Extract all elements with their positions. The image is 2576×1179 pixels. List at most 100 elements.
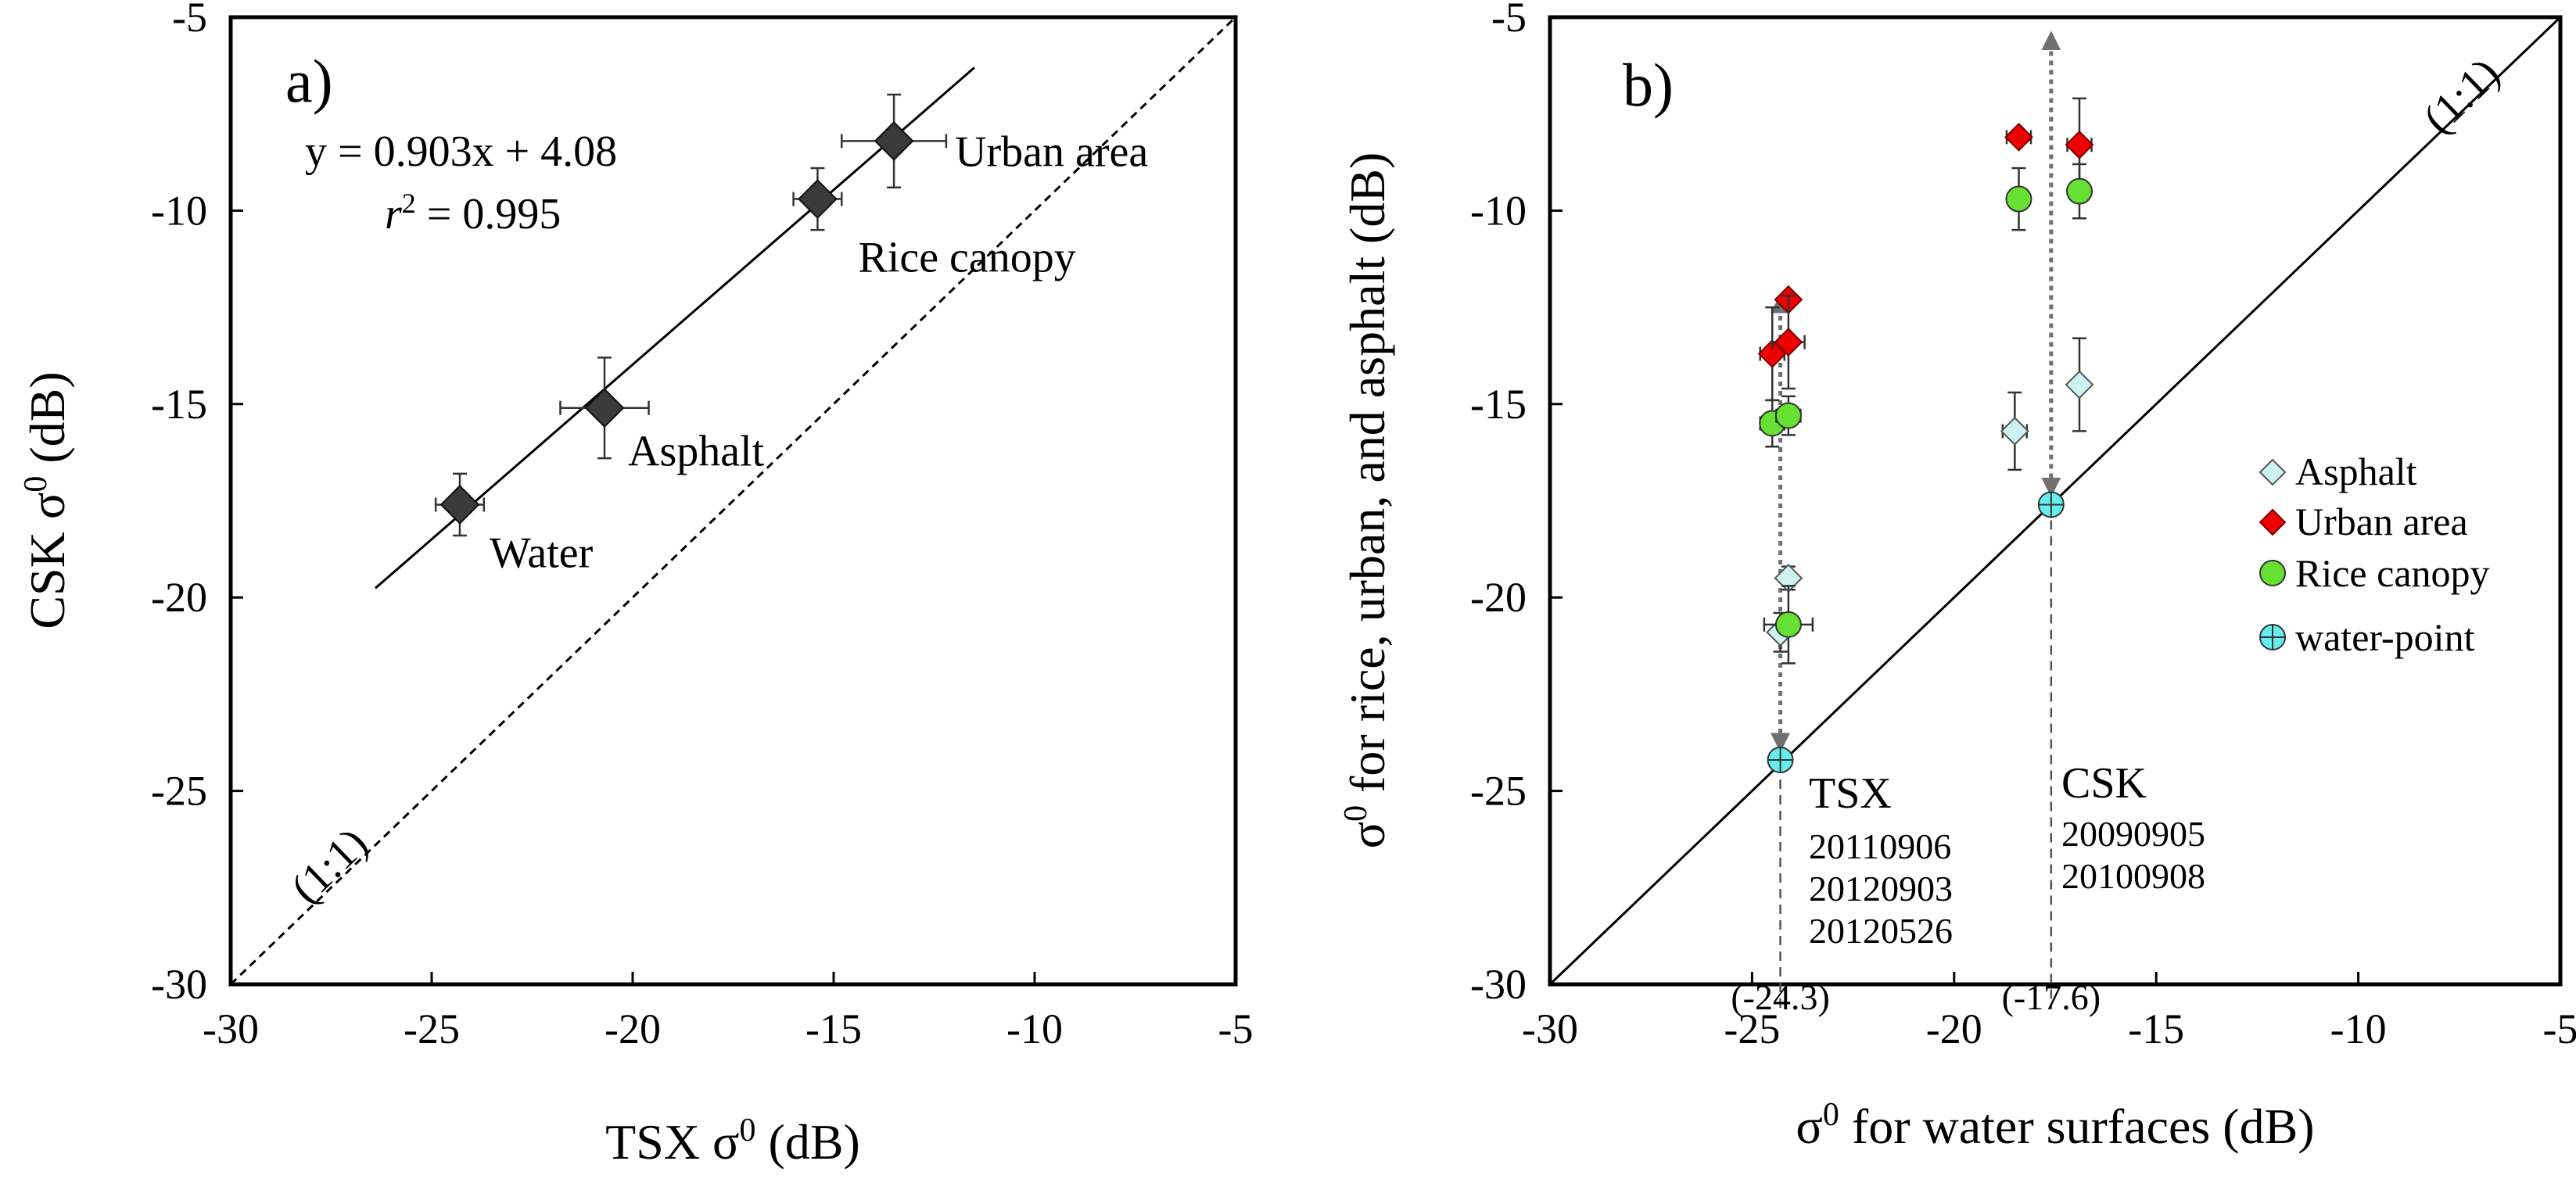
panel-b-rice-canopy-marker (1774, 611, 1802, 638)
panel-b-y-tick-label: -10 (1470, 187, 1527, 234)
tsx-note-date-1: 20110906 (1809, 826, 1951, 866)
panel-b-x-axis-label-sup: 0 (1823, 1097, 1839, 1133)
panel-b-x-tick-label: -20 (1926, 1005, 1982, 1052)
tsx-note-sensor: TSX (1809, 769, 1892, 818)
legend-item-water-point: water-point (2259, 615, 2475, 659)
panel-b-rice-canopy-marker (2005, 185, 2032, 213)
legend-item-asphalt: Asphalt (2258, 450, 2417, 493)
panel-a-x-tick-label: -5 (1218, 1005, 1254, 1052)
panel-a-x-ticks: -30 -25 -20 -15 -10 -5 (203, 972, 1253, 1052)
panel-b-x-tick-label: -30 (1522, 1005, 1578, 1052)
panel-b-y-tick-label: -30 (1470, 961, 1527, 1008)
csk-note-date-2: 20100908 (2061, 856, 2205, 896)
panel-a-label: a) (285, 47, 333, 115)
csk-note-sensor: CSK (2061, 759, 2147, 808)
panel-a-plot-frame (228, 15, 1238, 987)
panel-a-y-axis-label-sup: 0 (18, 476, 54, 493)
panel-a-x-tick-label: -10 (1006, 1005, 1063, 1052)
panel-b-urban-area-marker (1774, 328, 1803, 357)
panel-a-y-tick-label: -5 (172, 0, 207, 41)
legend-urban-marker (2258, 508, 2287, 536)
panel-b-y-axis-label: σ0 for rice, urban, and asphalt (dB) (1338, 152, 1395, 849)
panel-b-x-tick-label: -5 (2543, 1005, 2576, 1052)
panel-b-urban-area-marker (2004, 122, 2033, 152)
panel-b-vline-label: (-17.6) (2002, 977, 2101, 1017)
legend-asphalt-marker (2258, 458, 2287, 486)
panel-b-urban-area-marker (2065, 130, 2094, 159)
panel-b-x-axis-label-unit: for water surfaces (dB) (1839, 1098, 2315, 1154)
panel-b-x-tick-label: -15 (2128, 1005, 2184, 1052)
legend-item-rice-canopy: Rice canopy (2259, 551, 2490, 595)
panel-b-rice-canopy-marker (2066, 177, 2093, 205)
panel-a-x-tick-label: -30 (203, 1005, 259, 1052)
panel-a-r2-sup: 2 (402, 188, 416, 219)
panel-a-x-tick-label: -25 (404, 1005, 460, 1052)
panel-a-point-label-water: Water (490, 529, 594, 577)
panel-b-y-tick-label: -25 (1470, 768, 1527, 815)
panel-b-x-tick-label: -25 (1724, 1005, 1780, 1052)
legend-rice-label: Rice canopy (2295, 551, 2490, 595)
tsx-note-date-2: 20120903 (1809, 869, 1953, 908)
panel-a-x-axis-label-sup: 0 (740, 1113, 756, 1149)
panel-a-equation: y = 0.903x + 4.08 (305, 127, 617, 176)
panel-a-one-to-one-line (229, 16, 1237, 986)
panel-a-x-axis-label-main: TSX σ (605, 1114, 739, 1170)
legend-rice-marker (2259, 560, 2286, 586)
panel-a-point-label-asphalt: Asphalt (628, 428, 765, 476)
panel-a-r2-var: r (385, 190, 402, 238)
panel-b-csk-note: CSK 20090905 20100908 (2061, 759, 2205, 896)
panel-b-x-axis-label: σ0 for water surfaces (dB) (1796, 1097, 2314, 1154)
legend-water-label: water-point (2295, 615, 2475, 659)
panel-a-y-tick-label: -30 (151, 961, 207, 1008)
panel-b-y-tick-label: -20 (1470, 574, 1527, 621)
legend-urban-label: Urban area (2295, 500, 2468, 543)
panel-b-data-points (1757, 97, 2094, 774)
panel-b-urban-area-marker (1757, 339, 1787, 368)
panel-b-x-tick-label: -10 (2330, 1005, 2387, 1052)
panel-a-r2: r2 = 0.995 (385, 188, 561, 238)
panel-a-x-axis-label-unit: (dB) (756, 1114, 860, 1170)
panel-a: -30 -25 -20 -15 -10 -5 -30 -25 -20 -15 -10 -5 (1:1… (18, 0, 1253, 1170)
panel-a-y-tick-label: -25 (151, 768, 207, 815)
panel-a-y-axis-label: CSK σ0 (dB) (18, 371, 75, 629)
panel-a-point-urban-area (874, 120, 914, 161)
csk-note-date-1: 20090905 (2061, 814, 2205, 854)
panel-a-r2-value: = 0.995 (416, 190, 561, 238)
panel-b-vline-label: (-24.3) (1731, 977, 1829, 1017)
panel-b: -30 -25 -20 -15 -10 -5 -30 -25 -20 -15 -10 -5 (1:1… (1338, 0, 2576, 1154)
panel-b-plot-frame (1548, 15, 2563, 987)
panel-b-tsx-note: TSX 20110906 20120903 20120526 (1809, 769, 1953, 951)
panel-b-y-ticks: -30 -25 -20 -15 -10 -5 (1470, 0, 1562, 1008)
tsx-note-date-3: 20120526 (1809, 911, 1953, 951)
panel-a-y-tick-label: -10 (151, 187, 207, 234)
panel-a-point-rice-canopy (798, 179, 838, 219)
legend-asphalt-label: Asphalt (2295, 450, 2417, 493)
legend-item-urban-area: Urban area (2258, 500, 2468, 543)
panel-b-label: b) (1623, 51, 1674, 119)
panel-a-point-label-urban-area: Urban area (955, 127, 1148, 176)
panel-b-y-axis-label-sup: 0 (1338, 805, 1374, 822)
panel-a-y-ticks: -30 -25 -20 -15 -10 -5 (151, 0, 243, 1008)
panel-a-point-label-rice-canopy: Rice canopy (858, 234, 1075, 282)
panel-a-y-tick-label: -20 (151, 574, 207, 621)
panel-a-x-tick-label: -15 (805, 1005, 862, 1052)
panel-a-x-axis-label: TSX σ0 (dB) (605, 1113, 860, 1170)
panel-b-y-axis-label-unit: for rice, urban, and asphalt (dB) (1340, 152, 1395, 805)
panel-b-one-to-one-label: (1:1) (2414, 49, 2509, 143)
panel-a-y-axis-label-unit: (dB) (20, 371, 75, 475)
panel-a-one-to-one-label: (1:1) (282, 819, 377, 912)
panel-b-y-axis-label-main: σ (1340, 822, 1395, 849)
panel-a-point-asphalt (584, 388, 625, 428)
panel-b-asphalt-marker (2065, 370, 2094, 400)
panel-b-x-ticks: -30 -25 -20 -15 -10 -5 (1522, 972, 2576, 1052)
panel-a-y-axis-label-main: CSK σ (20, 493, 75, 629)
panel-b-rice-canopy-marker (1774, 402, 1802, 429)
panel-b-asphalt-marker (2000, 417, 2029, 446)
panel-a-data-points: Water Asphalt Rice canopy Urban area (434, 93, 1148, 577)
panel-b-y-tick-label: -5 (1491, 0, 1527, 41)
panel-b-arrows (1771, 30, 2061, 753)
panel-b-x-axis-label-main: σ (1796, 1098, 1823, 1154)
panel-b-legend: Asphalt Urban area Rice canopy water-poi… (2258, 450, 2490, 659)
